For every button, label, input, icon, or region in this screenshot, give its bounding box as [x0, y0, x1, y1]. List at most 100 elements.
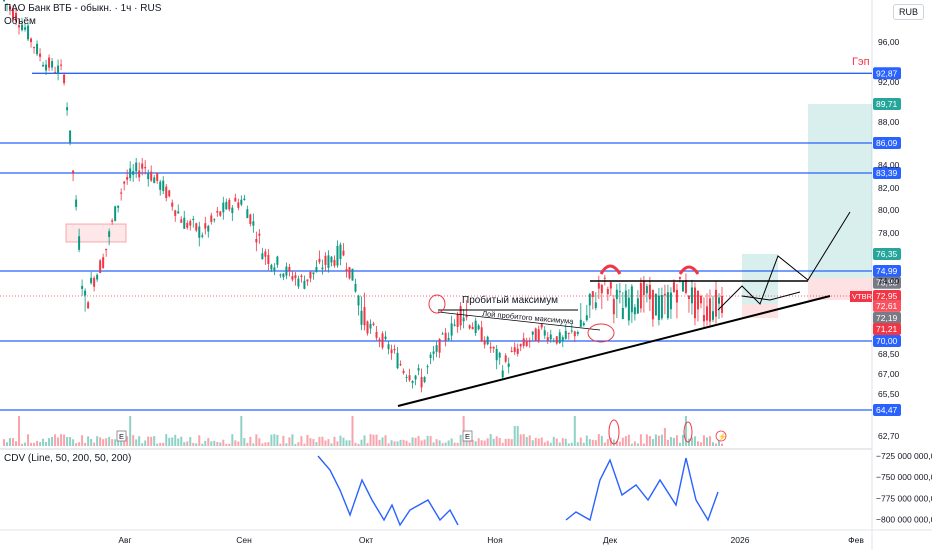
cdv-axis-tick: −725 000 000,00: [876, 451, 932, 461]
volume-bar: [603, 442, 606, 446]
candle-body: [36, 43, 39, 55]
candle-body: [468, 325, 471, 329]
candle-body: [228, 199, 231, 210]
candle-body: [60, 64, 63, 66]
candle-body: [165, 186, 168, 199]
level-badge: [873, 67, 901, 80]
volume-bar: [78, 442, 81, 446]
candle-body: [252, 221, 255, 226]
price-label: 71,21: [876, 324, 898, 334]
currency-selector[interactable]: RUB: [892, 4, 924, 20]
candle-body: [246, 209, 249, 219]
volume-bar: [165, 434, 168, 446]
volume-bar: [534, 438, 537, 446]
candle-body: [459, 306, 462, 326]
volume-bar: [54, 434, 57, 446]
candle-body: [363, 307, 366, 326]
volume-bar: [537, 438, 540, 446]
volume-bar: [210, 441, 213, 446]
volume-bar: [567, 443, 570, 446]
volume-bar: [219, 442, 222, 446]
volume-bar: [36, 440, 39, 446]
ticker-badge: [850, 291, 872, 302]
volume-bar: [345, 440, 348, 446]
candle-body: [534, 328, 537, 342]
candle-body: [315, 266, 318, 273]
level-badge: [873, 335, 901, 347]
candle-body: [108, 231, 111, 237]
volume-bar: [561, 438, 564, 446]
volume-bar: [69, 437, 72, 446]
volume-bar: [39, 442, 42, 446]
volume-bar: [648, 436, 651, 446]
candle-body: [294, 275, 297, 279]
volume-bar: [687, 438, 690, 446]
volume-bar: [675, 435, 678, 446]
volume-bar: [300, 436, 303, 446]
volume-bar: [3, 439, 5, 446]
time-axis-tick: Ноя: [487, 535, 503, 545]
candle-body: [96, 274, 99, 280]
volume-bar: [48, 438, 51, 446]
candle-body: [594, 302, 597, 308]
ascending-trendline[interactable]: [397, 295, 831, 407]
candle-body: [420, 377, 423, 388]
volume-bar: [198, 435, 201, 446]
volume-bar: [318, 436, 321, 446]
volume-bar: [399, 439, 402, 446]
candle-body: [135, 162, 138, 172]
volume-bar: [144, 440, 147, 446]
candle-body: [267, 254, 270, 265]
volume-bar: [612, 439, 615, 446]
volume-bar: [477, 438, 480, 446]
volume-bar: [180, 436, 183, 446]
candle-body: [483, 340, 486, 345]
volume-bar: [27, 434, 30, 446]
candle-body: [300, 275, 303, 277]
candle-body: [15, 12, 18, 22]
volume-bar: [615, 440, 618, 446]
volume-bar: [261, 443, 264, 446]
candle-body: [504, 355, 507, 362]
candle-body: [78, 236, 81, 250]
candle-body: [339, 244, 342, 259]
volume-bar: [297, 442, 300, 446]
candle-body: [330, 256, 333, 263]
volume-bar: [273, 434, 276, 446]
volume-bar: [57, 437, 60, 446]
candle-body: [378, 339, 381, 342]
candle-body: [513, 347, 516, 353]
candle-body: [576, 331, 579, 334]
volume-bar: [390, 440, 393, 446]
candle-body: [693, 287, 696, 319]
volume-bar: [162, 442, 165, 446]
event-marker-2[interactable]: [462, 430, 473, 442]
volume-bar: [309, 438, 312, 446]
candle-body: [18, 25, 21, 28]
candle-body: [321, 267, 324, 270]
price-badge: [873, 98, 901, 110]
candle-body: [690, 287, 693, 304]
volume-bar: [594, 440, 597, 446]
volume-bar: [279, 443, 282, 446]
volume-bar: [276, 434, 279, 446]
level-label: 86,09: [876, 138, 898, 148]
volume-bar: [291, 434, 294, 446]
split-marker[interactable]: [715, 430, 727, 442]
candle-body: [66, 107, 69, 111]
volume-bar: [264, 442, 267, 446]
candle-body: [75, 199, 78, 207]
candle-body: [12, 9, 15, 19]
volume-bar: [420, 440, 423, 446]
volume-bar: [363, 435, 366, 446]
volume-bar: [546, 440, 549, 446]
volume-bar: [348, 440, 351, 446]
candle-body: [408, 375, 411, 381]
candle-body: [150, 171, 153, 181]
broken-max-diag[interactable]: [437, 311, 601, 331]
volume-bar: [672, 437, 675, 446]
event-marker-1[interactable]: [116, 430, 127, 442]
volume-circle-1: [608, 419, 620, 445]
candle-body: [147, 173, 150, 180]
